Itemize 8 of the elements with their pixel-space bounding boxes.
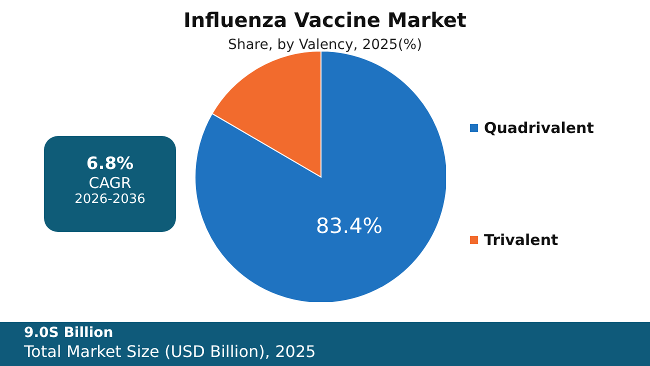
info-card: 6.8% CAGR 2026-2036	[44, 136, 176, 232]
pie-slice	[194, 50, 446, 302]
footer-banner: 9.0S Billion Total Market Size (USD Billion), 2025	[0, 322, 650, 366]
data-label: 83.4%	[316, 214, 383, 238]
legend-label: Quadrivalent	[484, 119, 594, 137]
legend-label: Trivalent	[484, 231, 558, 249]
chart-title: Influenza Vaccine Market	[182, 8, 468, 32]
chart-subtitle: Share, by Valency, 2025(%)	[226, 37, 424, 53]
